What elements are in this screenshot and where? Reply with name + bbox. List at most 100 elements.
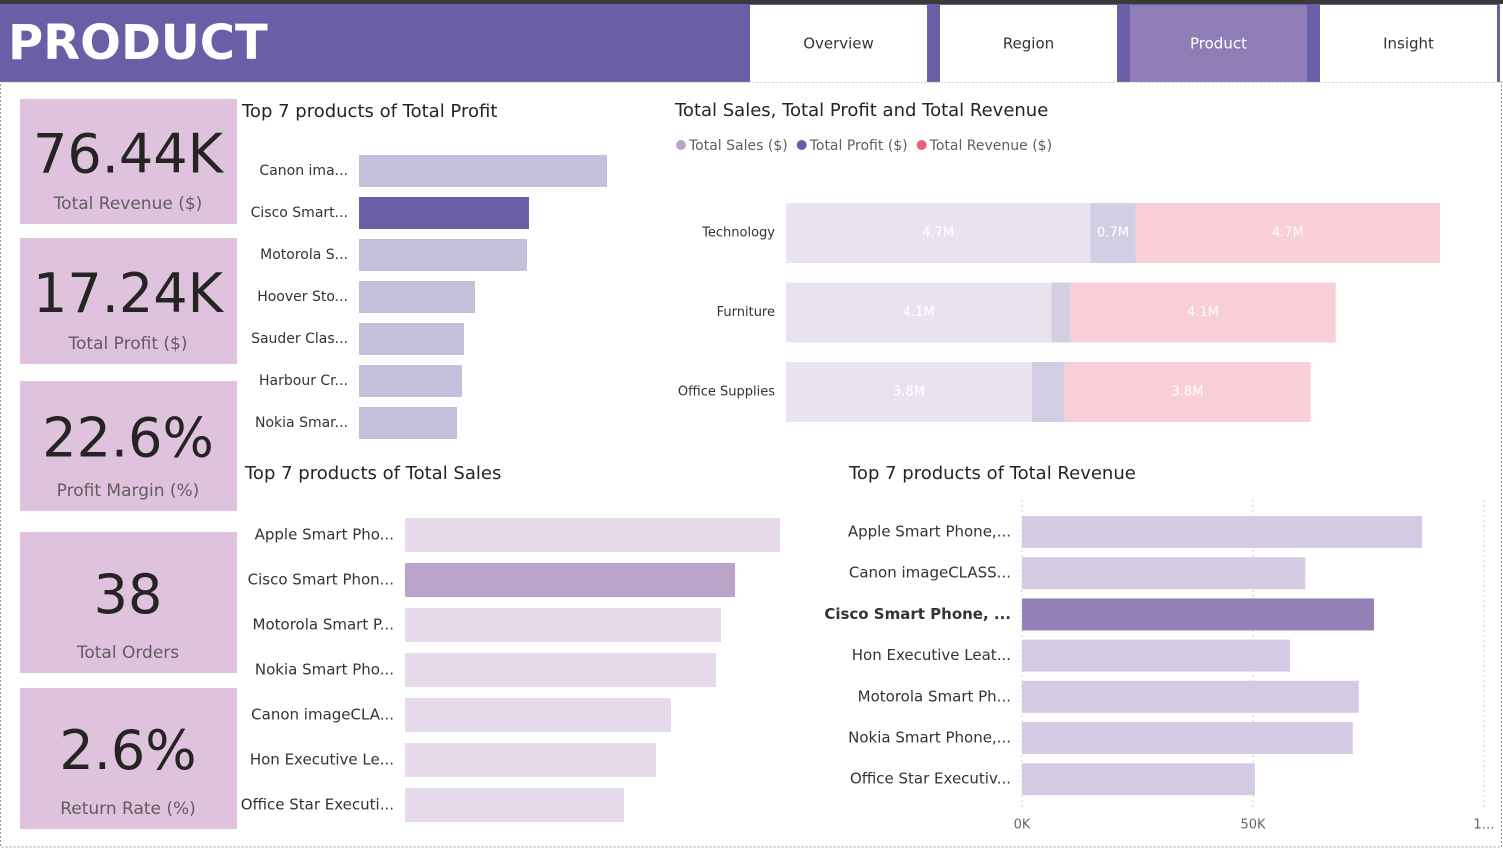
- nav-tab[interactable]: [940, 5, 1117, 82]
- bar: [405, 743, 656, 777]
- bar: [359, 239, 527, 271]
- kpi-card: [20, 381, 237, 511]
- x-tick-label: 0K: [1014, 818, 1031, 833]
- kpi-value: 76.44K: [33, 122, 225, 185]
- kpi-label: Total Revenue ($): [53, 194, 203, 214]
- page-title: PRODUCT: [8, 15, 268, 71]
- nav-tab-label[interactable]: Region: [1003, 35, 1054, 53]
- nav-tab-label[interactable]: Overview: [803, 35, 874, 53]
- bar: [359, 197, 529, 229]
- bar-segment: [786, 362, 1033, 422]
- legend-marker: [916, 140, 927, 150]
- y-tick-label: Technology: [701, 226, 775, 241]
- nav-tab-label[interactable]: Product: [1190, 35, 1247, 53]
- kpi-card: [20, 238, 237, 364]
- bar: [405, 563, 735, 597]
- y-tick-label: Sauder Clas...: [251, 331, 348, 347]
- bar-segment: [1064, 362, 1311, 422]
- bar-segment: [1051, 282, 1071, 343]
- bar: [1022, 722, 1353, 754]
- kpi-value: 22.6%: [42, 407, 214, 470]
- y-tick-label: Furniture: [717, 305, 775, 320]
- bar: [1022, 639, 1290, 672]
- bar: [359, 323, 464, 355]
- y-tick-label: Apple Smart Pho...: [255, 526, 394, 544]
- kpi-value: 38: [94, 563, 163, 626]
- value-label: 3.8M: [893, 385, 925, 400]
- y-tick-label: Motorola S...: [260, 247, 348, 263]
- y-tick-label: Cisco Smart Phon...: [248, 571, 394, 589]
- value-label: 0.7M: [1097, 226, 1129, 241]
- top-strip: [0, 0, 1503, 4]
- kpi-label: Total Profit ($): [68, 334, 188, 354]
- bar: [405, 608, 721, 642]
- y-tick-label: Canon imageCLA...: [251, 706, 394, 724]
- y-tick-label: Motorola Smart Ph...: [858, 687, 1011, 705]
- y-tick-label: Office Star Executiv...: [850, 770, 1011, 788]
- y-tick-label: Office Star Executi...: [241, 796, 394, 814]
- y-tick-label: Canon imageCLASS...: [849, 564, 1011, 582]
- y-tick-label: Nokia Smar...: [255, 415, 348, 431]
- value-label: 3.8M: [1172, 385, 1204, 400]
- kpi-label: Total Orders: [76, 643, 179, 663]
- bar: [405, 788, 624, 822]
- chart-title: Total Sales, Total Profit and Total Reve…: [674, 100, 1048, 121]
- legend-label: Total Sales ($): [688, 138, 788, 154]
- y-tick-label: Apple Smart Phone,...: [848, 523, 1011, 541]
- y-tick-label: Harbour Cr...: [259, 373, 348, 389]
- bar: [359, 365, 462, 397]
- bar: [405, 698, 671, 732]
- y-tick-label: Hon Executive Le...: [250, 751, 394, 769]
- legend-marker: [676, 140, 686, 150]
- kpi-card: [20, 99, 237, 224]
- bar-segment: [1135, 203, 1440, 263]
- y-tick-label: Cisco Smart Phone, ...: [824, 605, 1011, 623]
- value-label: 4.1M: [903, 305, 935, 320]
- y-tick-label: Cisco Smart...: [251, 205, 348, 221]
- kpi-value: 17.24K: [33, 262, 225, 325]
- y-tick-label: Hon Executive Leat...: [852, 646, 1011, 664]
- bar: [405, 518, 780, 552]
- y-tick-label: Nokia Smart Pho...: [255, 661, 394, 679]
- y-tick-label: Canon ima...: [259, 163, 348, 179]
- y-tick-label: Motorola Smart P...: [253, 616, 394, 634]
- nav-tab[interactable]: [1130, 5, 1307, 82]
- legend-label: Total Profit ($): [809, 138, 908, 154]
- value-label: 4.7M: [1272, 226, 1304, 241]
- y-tick-label: Nokia Smart Phone,...: [848, 729, 1011, 747]
- page-frame: [0, 81, 1502, 848]
- nav-tab-label[interactable]: Insight: [1383, 35, 1434, 53]
- kpi-label: Profit Margin (%): [57, 481, 200, 501]
- x-tick-label: 1…: [1473, 818, 1494, 833]
- bar-segment: [1032, 362, 1065, 422]
- kpi-value: 2.6%: [59, 719, 196, 782]
- bar: [359, 407, 457, 439]
- x-tick-label: 50K: [1240, 818, 1266, 833]
- bar: [359, 155, 607, 187]
- legend-label: Total Revenue ($): [929, 138, 1052, 154]
- bar-segment: [1090, 203, 1136, 263]
- chart-title: Top 7 products of Total Revenue: [848, 463, 1136, 484]
- bar-segment: [786, 203, 1091, 263]
- y-tick-label: Office Supplies: [678, 385, 775, 400]
- value-label: 4.7M: [922, 226, 954, 241]
- kpi-card: [20, 532, 237, 673]
- bar-segment: [786, 282, 1052, 343]
- y-tick-label: Hoover Sto...: [257, 289, 348, 305]
- bar: [405, 653, 716, 687]
- chart-title: Top 7 products of Total Sales: [244, 463, 501, 484]
- nav-tab[interactable]: [1320, 5, 1497, 82]
- nav-tab[interactable]: [750, 5, 927, 82]
- kpi-label: Return Rate (%): [60, 799, 196, 819]
- bar: [1022, 763, 1255, 796]
- bar: [1022, 680, 1359, 713]
- bar-segment: [1070, 282, 1336, 343]
- bar: [1022, 598, 1375, 631]
- legend-marker: [796, 140, 807, 150]
- kpi-card: [20, 688, 237, 829]
- bar: [359, 281, 475, 313]
- value-label: 4.1M: [1187, 305, 1219, 320]
- bar: [1022, 557, 1306, 590]
- bar: [1022, 516, 1423, 548]
